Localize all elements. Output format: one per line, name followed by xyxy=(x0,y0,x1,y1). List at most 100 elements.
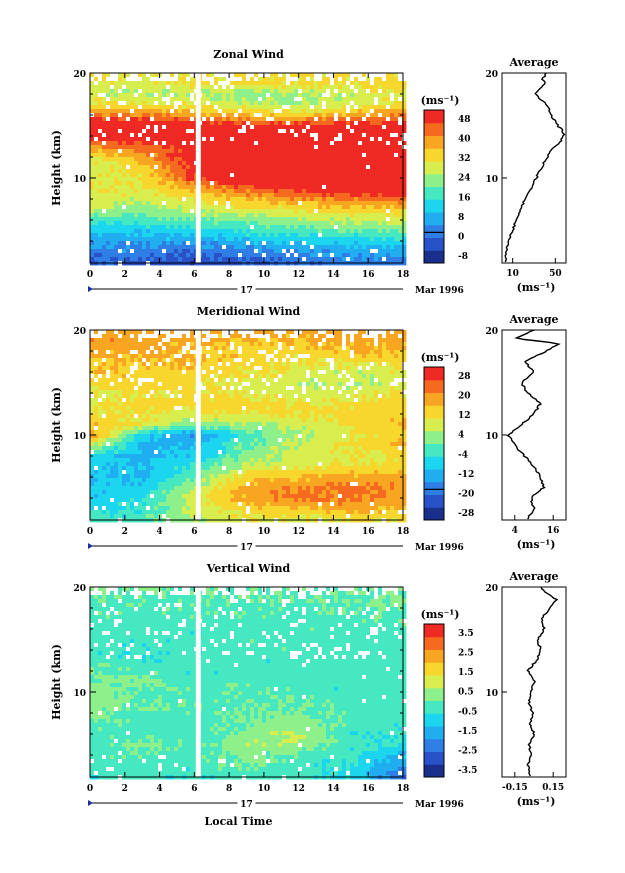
heatmap-cell xyxy=(326,125,331,130)
heatmap-cell xyxy=(378,205,383,210)
heatmap-cell xyxy=(170,245,175,250)
heatmap-cell xyxy=(114,233,119,238)
heatmap-cell xyxy=(114,137,119,142)
heatmap-cell xyxy=(182,141,187,146)
heatmap-cell xyxy=(90,249,95,254)
heatmap-cell xyxy=(326,105,331,110)
heatmap-cell xyxy=(238,209,243,214)
heatmap-cell xyxy=(330,121,335,126)
heatmap-cell xyxy=(254,229,259,234)
heatmap-cell xyxy=(126,378,131,383)
heatmap-cell xyxy=(382,113,387,118)
heatmap-cell xyxy=(398,153,403,158)
heatmap-cell xyxy=(358,149,363,154)
heatmap-cell xyxy=(378,209,383,214)
heatmap-cell xyxy=(94,185,99,190)
heatmap-cell xyxy=(298,225,303,230)
heatmap-cell xyxy=(278,362,283,367)
heatmap-cell xyxy=(242,149,247,154)
heatmap-cell xyxy=(182,221,187,226)
heatmap-cell xyxy=(202,362,207,367)
heatmap-cell xyxy=(174,157,179,162)
heatmap-cell xyxy=(190,209,195,214)
heatmap-cell xyxy=(162,133,167,138)
heatmap-cell xyxy=(306,257,311,262)
heatmap-cell xyxy=(230,73,235,78)
heatmap-cell xyxy=(302,354,307,359)
heatmap-cell xyxy=(118,249,123,254)
heatmap-cell xyxy=(274,101,279,106)
heatmap-cell xyxy=(118,334,123,339)
heatmap-cell xyxy=(102,241,107,246)
heatmap-cell xyxy=(246,197,251,202)
heatmap-cell xyxy=(126,141,131,146)
heatmap-cell xyxy=(334,330,339,335)
heatmap-cell xyxy=(130,342,135,347)
heatmap-cell xyxy=(162,378,167,383)
heatmap-cell xyxy=(114,153,119,158)
heatmap-cell xyxy=(402,145,407,150)
heatmap-cell xyxy=(250,201,255,206)
heatmap-cell xyxy=(318,157,323,162)
heatmap-cell xyxy=(270,173,275,178)
heatmap-cell xyxy=(334,125,339,130)
heatmap-cell xyxy=(142,374,147,379)
heatmap-cell xyxy=(154,209,159,214)
heatmap-cell xyxy=(250,193,255,198)
heatmap-cell xyxy=(310,237,315,242)
heatmap-cell xyxy=(174,149,179,154)
heatmap-cell xyxy=(398,209,403,214)
heatmap-cell xyxy=(222,129,227,134)
heatmap-cell xyxy=(234,101,239,106)
heatmap-cell xyxy=(310,193,315,198)
heatmap-cell xyxy=(290,350,295,355)
heatmap-cell xyxy=(334,145,339,150)
heatmap-cell xyxy=(242,334,247,339)
heatmap-cell xyxy=(326,205,331,210)
heatmap-cell xyxy=(166,101,171,106)
heatmap-cell xyxy=(378,241,383,246)
heatmap-cell xyxy=(386,217,391,222)
heatmap-cell xyxy=(334,93,339,98)
heatmap-cell xyxy=(110,137,115,142)
heatmap-cell xyxy=(342,362,347,367)
heatmap-cell xyxy=(270,165,275,170)
heatmap-cell xyxy=(358,89,363,94)
heatmap-cell xyxy=(386,350,391,355)
heatmap-cell xyxy=(110,354,115,359)
heatmap-cell xyxy=(266,213,271,218)
heatmap-cell xyxy=(402,185,407,190)
heatmap-cell xyxy=(374,225,379,230)
heatmap-cell xyxy=(258,366,263,371)
heatmap-cell xyxy=(162,213,167,218)
heatmap-cell xyxy=(230,225,235,230)
heatmap-cell xyxy=(366,205,371,210)
heatmap-cell xyxy=(166,125,171,130)
heatmap-cell xyxy=(230,97,235,102)
heatmap-cell xyxy=(130,382,135,387)
heatmap-cell xyxy=(342,249,347,254)
heatmap-cell xyxy=(258,185,263,190)
heatmap-cell xyxy=(146,153,151,158)
heatmap-cell xyxy=(214,173,219,178)
heatmap-cell xyxy=(226,157,231,162)
heatmap-cell xyxy=(294,89,299,94)
heatmap-cell xyxy=(402,161,407,166)
heatmap-cell xyxy=(122,161,127,166)
heatmap-cell xyxy=(134,354,139,359)
heatmap-cell xyxy=(382,237,387,242)
heatmap-cell xyxy=(286,346,291,351)
heatmap-cell xyxy=(226,209,231,214)
heatmap-cell xyxy=(246,97,251,102)
heatmap-cell xyxy=(174,221,179,226)
heatmap-cell xyxy=(282,77,287,82)
heatmap-cell xyxy=(282,201,287,206)
heatmap-cell xyxy=(354,181,359,186)
heatmap-cell xyxy=(150,241,155,246)
heatmap-cell xyxy=(94,354,99,359)
heatmap-cell xyxy=(342,217,347,222)
heatmap-cell xyxy=(246,334,251,339)
heatmap-cell xyxy=(126,253,131,258)
heatmap-cell xyxy=(374,350,379,355)
heatmap-cell xyxy=(186,229,191,234)
